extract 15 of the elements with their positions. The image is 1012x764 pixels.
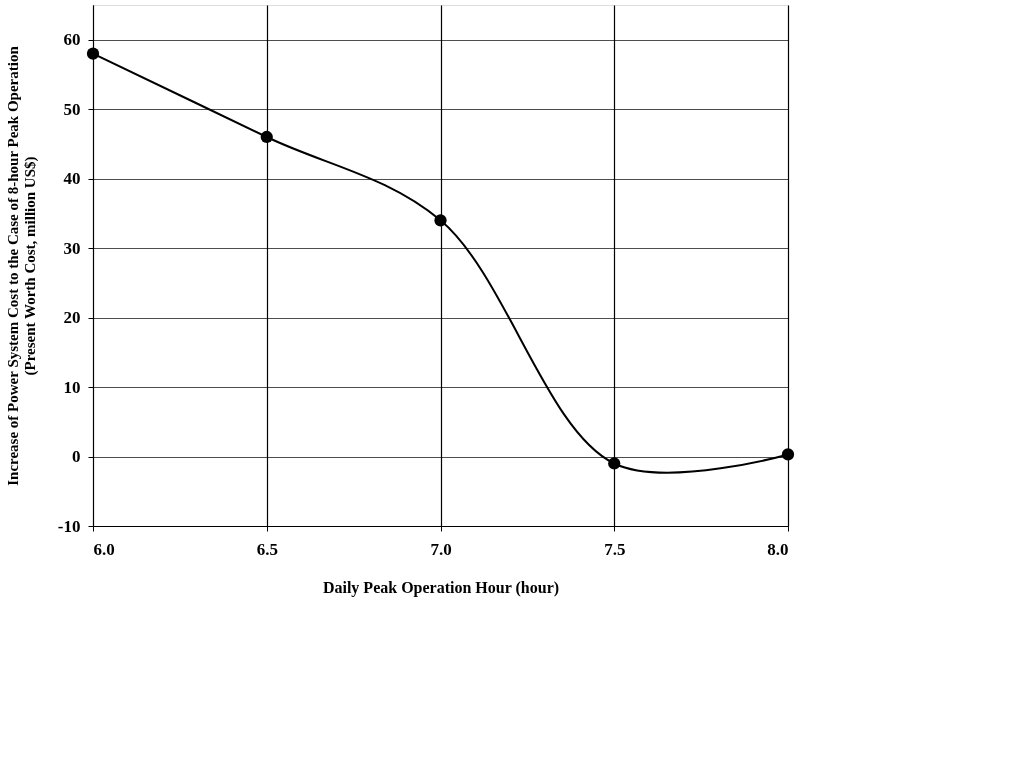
y-tick-label: -10 [57,516,81,536]
x-tick-label: 6.0 [93,539,115,559]
y-tick-label: 10 [63,377,81,397]
x-tick-label: 7.0 [430,539,452,559]
y-tick-label: 30 [63,238,81,258]
x-tick-label: 6.5 [256,539,278,559]
y-tick-label: 20 [63,308,81,328]
x-tick-label: 7.5 [604,539,626,559]
y-tick-label: 50 [63,99,81,119]
x-tick-label: 8.0 [767,539,789,559]
y-tick-label: 40 [63,169,81,189]
y-tick-label: 60 [63,30,81,50]
y-axis-title: Increase of Power System Cost to the Case of 8-hour Peak Operation (Present Worth Cost, million US$) [4,45,39,486]
x-axis-title: Daily Peak Operation Hour (hour) [322,578,560,597]
y-tick-label: 0 [72,447,81,467]
